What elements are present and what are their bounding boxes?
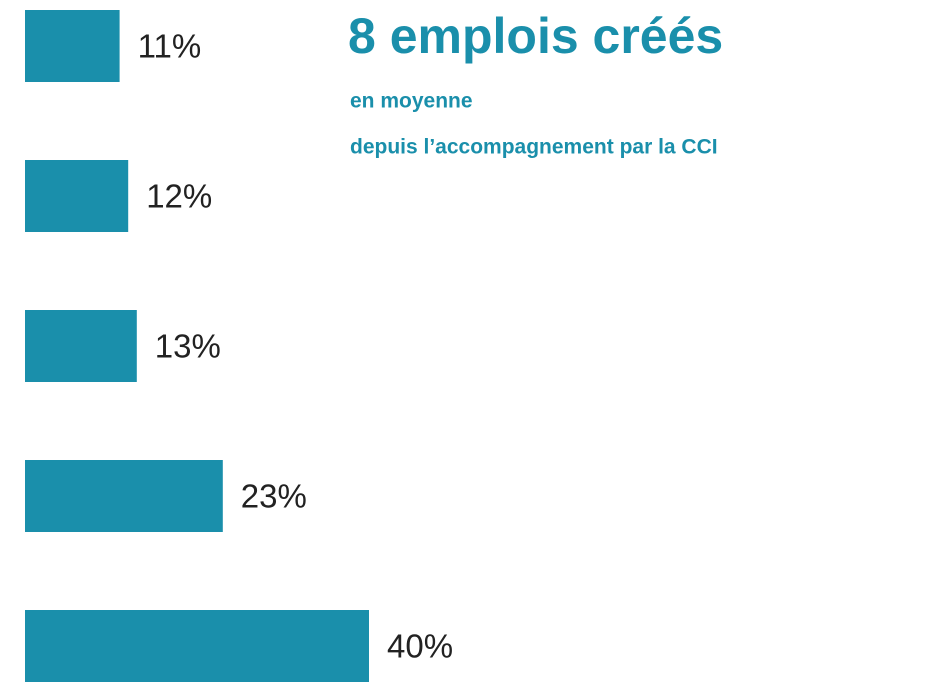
bar [25, 160, 129, 232]
value-label: 13% [155, 328, 221, 365]
bar [25, 10, 120, 82]
value-label: 11% [138, 28, 202, 65]
chart-subtitle: en moyenne [350, 90, 473, 113]
chart-title: 8 emplois créés [348, 8, 723, 64]
bar [25, 460, 223, 532]
value-label: 40% [387, 628, 453, 665]
chart-subtitle: depuis l’accompagnement par la CCI [350, 136, 718, 159]
value-label: 23% [241, 478, 307, 515]
value-label: 12% [146, 178, 212, 215]
bar [25, 310, 137, 382]
bar [25, 610, 369, 682]
